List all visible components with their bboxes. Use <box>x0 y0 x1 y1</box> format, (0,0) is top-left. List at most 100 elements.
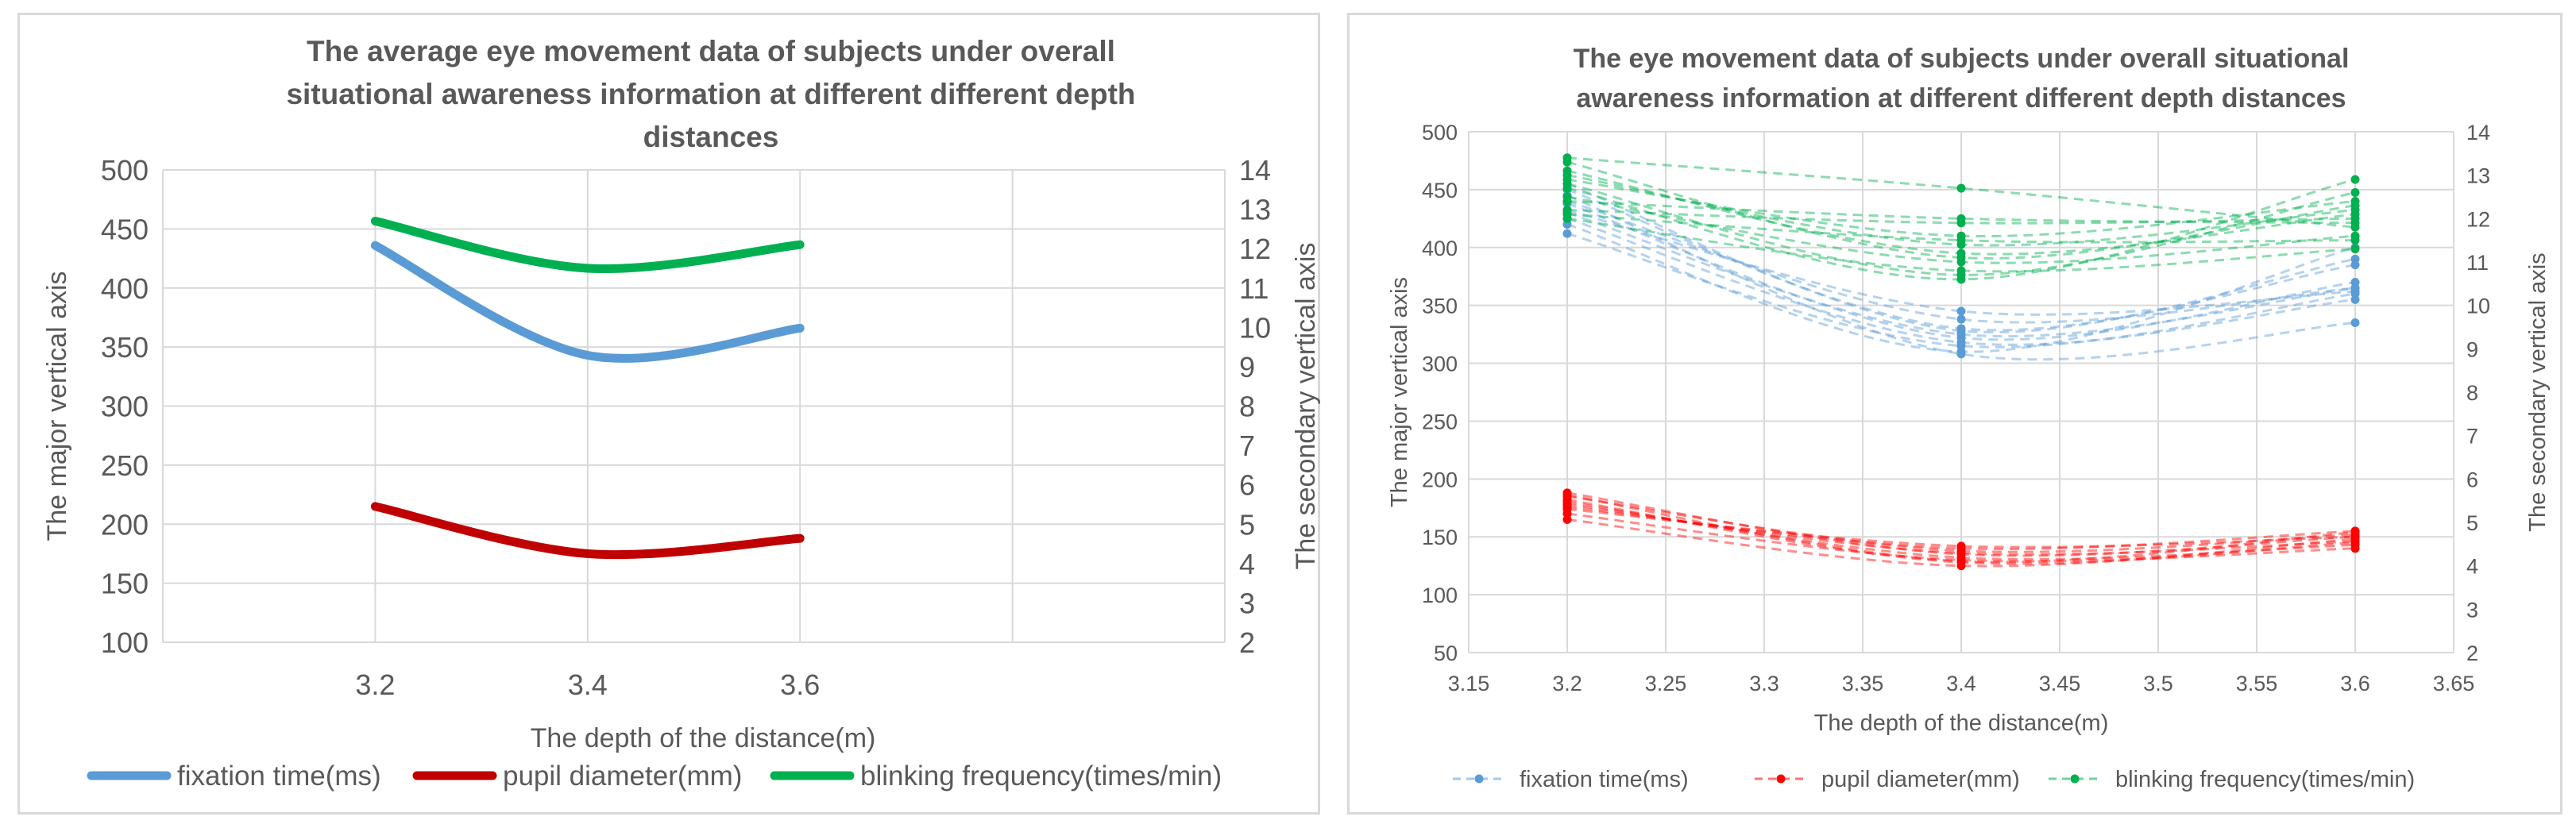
scatter-chart-svg: The eye movement data of subjects under … <box>1387 44 2551 792</box>
scatter-chart-panel: The eye movement data of subjects under … <box>1347 13 2562 815</box>
y-axis-tick-label: 300 <box>101 391 149 423</box>
y2-axis-tick-label: 7 <box>1239 429 1255 462</box>
data-point <box>1562 514 1572 524</box>
data-point <box>1956 253 1966 263</box>
data-point <box>2350 254 2360 264</box>
series-dashed-line <box>1566 507 2356 549</box>
y-axis-tick-label: 450 <box>101 213 149 245</box>
data-point <box>1562 157 1572 167</box>
y-axis-tick-label: 300 <box>1422 352 1458 376</box>
x-axis-tick-label: 3.2 <box>355 668 395 701</box>
chart-title-line: distances <box>643 121 779 153</box>
x-axis-tick-label: 3.25 <box>1645 672 1687 695</box>
series-line <box>370 241 805 363</box>
series-dashed-line <box>1566 518 2356 568</box>
data-point <box>1956 337 1966 347</box>
y-axis-tick-label: 400 <box>1422 237 1458 260</box>
chart-title-line: situational awareness information at dif… <box>286 78 1135 110</box>
y-axis-label: The major vertical axis <box>1387 277 1412 507</box>
y2-axis-tick-label: 9 <box>2466 337 2478 361</box>
y-axis-tick-label: 250 <box>1422 410 1458 433</box>
y-axis-tick-label: 350 <box>1422 295 1458 318</box>
y2-axis-tick-label: 11 <box>2466 251 2489 275</box>
y2-axis-tick-label: 13 <box>2466 164 2490 188</box>
y2-axis-tick-label: 11 <box>1239 272 1269 305</box>
y-axis-tick-label: 150 <box>1422 526 1458 549</box>
x-axis-tick-label: 3.35 <box>1842 672 1884 695</box>
chart-title-line: awareness information at different diffe… <box>1576 83 2346 114</box>
y2-axis-tick-label: 2 <box>1239 626 1255 659</box>
data-point <box>1562 179 1572 189</box>
y2-axis-tick-label: 8 <box>2466 381 2478 405</box>
series-dashed-line <box>1566 200 2356 324</box>
data-point <box>1956 270 1966 279</box>
y-axis-tick-label: 150 <box>101 568 149 600</box>
x-axis-tick-label: 3.15 <box>1448 672 1490 695</box>
y2-axis-tick-label: 5 <box>2466 511 2478 535</box>
y2-axis-tick-label: 4 <box>1239 548 1255 580</box>
chart-title-line: The eye movement data of subjects under … <box>1574 44 2350 74</box>
x-axis-tick-label: 3.45 <box>2039 672 2081 695</box>
series-dashed-line <box>1566 156 2356 229</box>
x-axis-tick-label: 3.55 <box>2236 672 2278 695</box>
x-axis-tick-label: 3.6 <box>780 668 820 701</box>
series-dashed-line <box>1566 512 2356 563</box>
legend-label: blinking frequency(times/min) <box>860 761 1222 792</box>
data-point <box>1956 541 1966 551</box>
data-point <box>2350 245 2360 254</box>
data-point <box>1956 549 1966 558</box>
y2-axis-tick-label: 10 <box>1239 311 1271 344</box>
data-point <box>1562 229 1572 238</box>
legend-marker <box>1776 774 1786 784</box>
data-point <box>1956 236 1966 245</box>
y2-axis-tick-label: 10 <box>2466 295 2490 318</box>
y-axis-tick-label: 100 <box>101 626 149 659</box>
data-point <box>2350 201 2360 210</box>
data-point <box>2350 218 2360 228</box>
data-point <box>2350 287 2360 296</box>
y-axis-tick-label: 200 <box>101 508 149 541</box>
data-point <box>2350 188 2360 198</box>
data-point <box>1956 314 1966 324</box>
x-axis-tick-label: 3.4 <box>568 668 608 701</box>
y2-axis-tick-label: 12 <box>2466 207 2490 231</box>
data-point <box>1562 196 1572 206</box>
x-axis-tick-label: 3.2 <box>1552 672 1582 695</box>
data-point <box>1956 326 1966 336</box>
series-dashed-line <box>1566 194 2356 361</box>
y2-axis-tick-label: 5 <box>1239 508 1255 541</box>
y2-axis-tick-label: 14 <box>2466 121 2490 144</box>
data-point <box>1956 214 1966 223</box>
data-point <box>1956 347 1966 356</box>
series-dashed-line <box>1566 208 2356 225</box>
x-axis-tick-label: 3.6 <box>2340 672 2370 695</box>
x-axis-tick-label: 3.5 <box>2143 672 2173 695</box>
y-axis-tick-label: 200 <box>1422 468 1458 491</box>
legend-label: pupil diameter(mm) <box>503 761 742 792</box>
y-axis-tick-label: 400 <box>101 272 149 305</box>
y2-axis-tick-label: 14 <box>1239 154 1271 187</box>
legend-marker <box>1474 774 1484 784</box>
legend-label: fixation time(ms) <box>1520 767 1689 792</box>
data-point <box>2350 175 2360 184</box>
y2-axis-tick-label: 8 <box>1239 391 1255 423</box>
data-point <box>2350 527 2360 537</box>
legend-label: fixation time(ms) <box>177 761 381 792</box>
x-axis-label: The depth of the distance(m) <box>1814 711 2109 736</box>
y2-axis-tick-label: 4 <box>2466 555 2478 579</box>
series-dashed-line <box>1566 503 2356 556</box>
series-dashed-line <box>1566 213 2356 244</box>
legend-label: blinking frequency(times/min) <box>2115 767 2415 792</box>
y2-axis-tick-label: 6 <box>1239 469 1255 502</box>
average-chart-svg: The average eye movement data of subject… <box>42 35 1321 792</box>
y2-axis-label: The secondary vertical axis <box>2525 252 2551 531</box>
y2-axis-tick-label: 6 <box>2466 468 2478 491</box>
series-line <box>370 502 805 560</box>
y2-axis-tick-label: 13 <box>1239 194 1271 226</box>
series-dashed-line <box>1566 232 2356 349</box>
y-axis-label: The major vertical axis <box>42 271 72 541</box>
data-point <box>1562 210 1572 219</box>
x-axis-tick-label: 3.3 <box>1749 672 1779 695</box>
data-point <box>1562 499 1572 509</box>
legend-label: pupil diameter(mm) <box>1821 767 2020 792</box>
